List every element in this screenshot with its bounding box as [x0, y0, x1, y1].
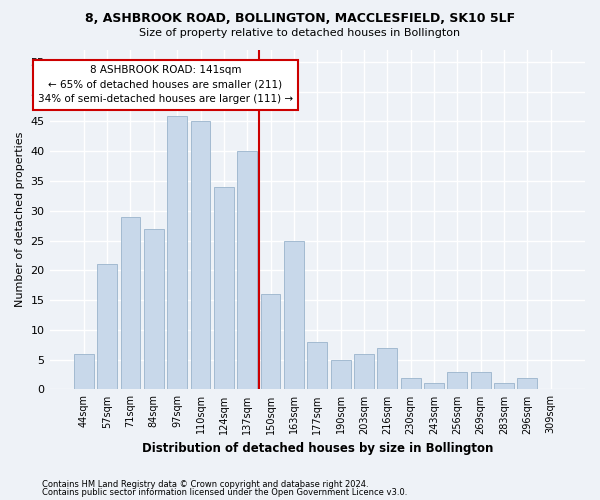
- Bar: [191, 122, 211, 390]
- Text: 8, ASHBROOK ROAD, BOLLINGTON, MACCLESFIELD, SK10 5LF: 8, ASHBROOK ROAD, BOLLINGTON, MACCLESFIE…: [85, 12, 515, 26]
- Bar: [424, 384, 444, 390]
- Bar: [377, 348, 397, 390]
- Bar: [97, 264, 117, 390]
- Y-axis label: Number of detached properties: Number of detached properties: [15, 132, 25, 308]
- Bar: [214, 187, 234, 390]
- Bar: [494, 384, 514, 390]
- Bar: [167, 116, 187, 390]
- Text: Size of property relative to detached houses in Bollington: Size of property relative to detached ho…: [139, 28, 461, 38]
- Bar: [354, 354, 374, 390]
- Text: 8 ASHBROOK ROAD: 141sqm
← 65% of detached houses are smaller (211)
34% of semi-d: 8 ASHBROOK ROAD: 141sqm ← 65% of detache…: [38, 65, 293, 104]
- Bar: [448, 372, 467, 390]
- Bar: [284, 240, 304, 390]
- Bar: [74, 354, 94, 390]
- Text: Contains public sector information licensed under the Open Government Licence v3: Contains public sector information licen…: [42, 488, 407, 497]
- Bar: [471, 372, 491, 390]
- Bar: [121, 216, 140, 390]
- Bar: [238, 151, 257, 390]
- Bar: [401, 378, 421, 390]
- Bar: [331, 360, 350, 390]
- Bar: [260, 294, 280, 390]
- Text: Contains HM Land Registry data © Crown copyright and database right 2024.: Contains HM Land Registry data © Crown c…: [42, 480, 368, 489]
- Bar: [144, 228, 164, 390]
- X-axis label: Distribution of detached houses by size in Bollington: Distribution of detached houses by size …: [142, 442, 493, 455]
- Bar: [307, 342, 327, 390]
- Bar: [517, 378, 538, 390]
